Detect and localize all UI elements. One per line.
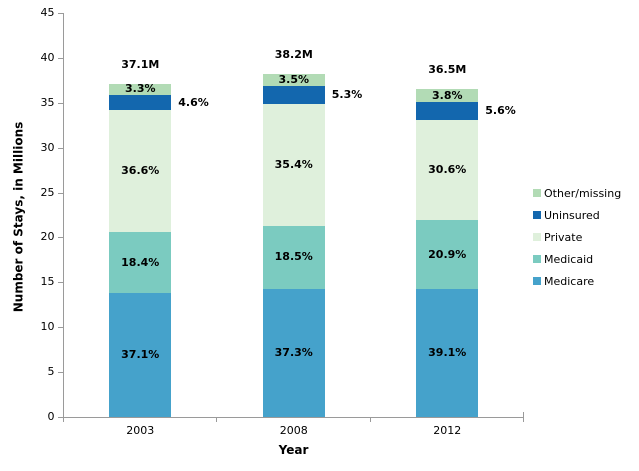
y-tick [57, 102, 63, 104]
x-tick-label: 2012 [433, 424, 462, 437]
segment-label: 39.1% [428, 345, 467, 359]
x-axis-line [62, 417, 524, 418]
x-tick [523, 417, 524, 422]
y-tick-label: 35 [40, 95, 55, 109]
segment-label: 3.5% [278, 73, 309, 87]
y-tick-label: 30 [40, 140, 55, 154]
bar-segment-uninsured [262, 86, 325, 105]
legend-item: Private [533, 226, 637, 248]
bar-segment-uninsured [416, 101, 479, 121]
bar-segment-private [109, 110, 172, 233]
legend-swatch-icon [533, 233, 541, 241]
bar-segment-medicare [262, 289, 325, 417]
y-tick-label: 10 [40, 320, 55, 334]
legend-item: Uninsured [533, 204, 637, 226]
segment-label-outside: 5.6% [485, 103, 516, 117]
bar-total-label: 36.5M [428, 63, 467, 77]
bar-total-label: 37.1M [121, 57, 160, 71]
segment-label: 30.6% [428, 163, 467, 177]
y-tick [57, 327, 63, 329]
y-tick [57, 192, 63, 194]
bar-segment-private [416, 120, 479, 221]
segment-label-outside: 5.3% [331, 88, 363, 102]
segment-label: 3.3% [124, 82, 156, 96]
y-tick-label: 25 [40, 185, 55, 199]
bar-total-label: 38.2M [274, 48, 313, 62]
bar-segment-medicare [416, 288, 479, 417]
legend-swatch-icon [533, 277, 541, 285]
legend-swatch-icon [533, 211, 541, 219]
bar-segment-other-missing [262, 74, 325, 87]
legend-swatch-icon [533, 189, 541, 197]
legend: Other/missing Uninsured Private Medicaid Med… [533, 182, 637, 292]
bar-segment-medicare [109, 293, 172, 417]
segment-label-outside: 4.6% [178, 95, 209, 109]
y-tick [57, 417, 63, 418]
legend-item: Medicaid [533, 248, 637, 270]
legend-label: Uninsured [544, 208, 600, 222]
segment-label: 37.3% [274, 346, 313, 360]
x-tick [62, 417, 64, 422]
y-tick-label: 15 [40, 275, 55, 289]
y-tick [57, 372, 63, 374]
segment-label: 20.9% [428, 247, 467, 261]
segment-label: 3.8% [431, 88, 463, 102]
y-tick-label: 45 [40, 6, 55, 19]
y-tick-label: 0 [47, 410, 55, 423]
legend-label: Medicaid [544, 252, 594, 266]
bar-segment-medicaid [262, 225, 325, 290]
bar-segment-other-missing [109, 83, 172, 95]
segment-label: 36.6% [121, 164, 160, 178]
segment-label: 18.5% [274, 250, 313, 264]
bar-segment-medicaid [416, 220, 479, 289]
x-axis-title: Year [278, 443, 309, 457]
legend-item: Medicare [533, 270, 637, 292]
y-tick [57, 13, 63, 14]
x-tick [369, 417, 371, 422]
y-tick [57, 237, 63, 239]
bar-segment-private [262, 104, 325, 226]
legend-label: Private [544, 230, 583, 244]
x-tick [216, 417, 217, 422]
bar-segment-uninsured [109, 94, 172, 111]
y-tick-label: 5 [47, 365, 55, 379]
bar-segment-medicaid [109, 232, 172, 294]
y-axis-line [62, 13, 64, 421]
bar-segment-other-missing [416, 89, 479, 102]
x-tick-label: 2003 [126, 424, 155, 437]
segment-label: 37.1% [121, 348, 160, 362]
legend-label: Other/missing [544, 186, 622, 200]
legend-swatch-icon [533, 255, 541, 263]
y-tick-label: 20 [40, 230, 55, 244]
y-tick-label: 40 [40, 50, 55, 64]
x-axis-end-tick [523, 412, 524, 417]
y-tick [57, 57, 63, 59]
y-tick [57, 282, 63, 284]
y-tick [57, 147, 63, 149]
legend-item: Other/missing [533, 182, 637, 204]
x-tick-label: 2008 [279, 424, 308, 437]
legend-label: Medicare [544, 274, 595, 288]
segment-label: 35.4% [274, 157, 313, 171]
segment-label: 18.4% [121, 255, 160, 269]
